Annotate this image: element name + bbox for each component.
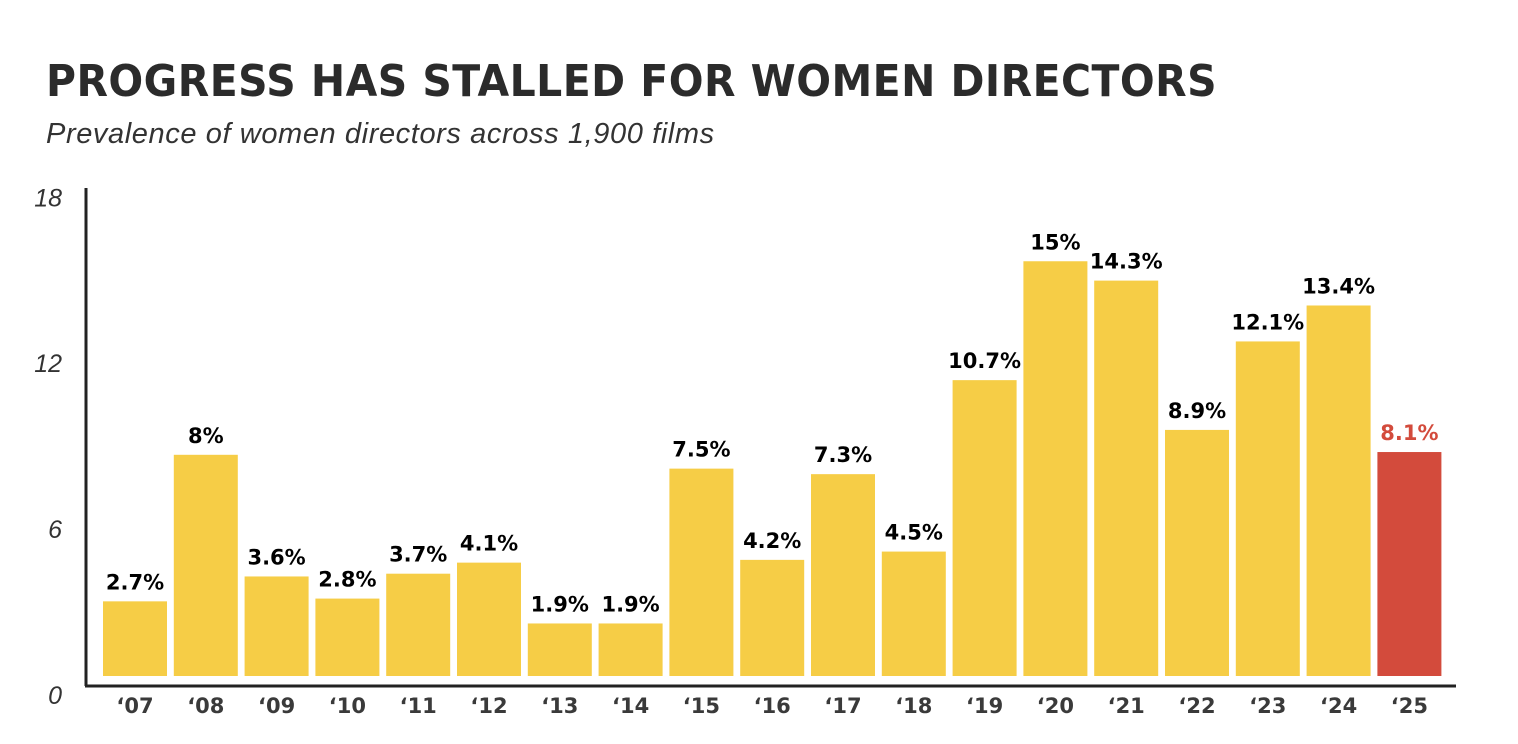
x-tick-label: ‘10: [329, 694, 366, 718]
data-label: 8%: [188, 424, 224, 448]
bar: [952, 380, 1017, 676]
x-tick-label: ‘15: [683, 694, 720, 718]
x-tick-label: ‘24: [1320, 694, 1357, 718]
data-label: 1.9%: [531, 592, 589, 616]
bar: [598, 623, 663, 676]
data-label: 12.1%: [1231, 310, 1304, 334]
x-tick-label: ‘09: [258, 694, 295, 718]
data-label: 3.6%: [247, 545, 305, 569]
bar: [1377, 452, 1442, 676]
data-label: 8.9%: [1168, 399, 1226, 423]
data-label: 7.5%: [672, 438, 730, 462]
x-tick-label: ‘08: [187, 694, 224, 718]
y-tick-label: 12: [34, 350, 62, 378]
bar: [173, 454, 238, 676]
bar: [457, 562, 521, 676]
x-tick-label: ‘21: [1108, 694, 1145, 718]
data-label: 7.3%: [814, 443, 872, 467]
bar: [669, 468, 734, 676]
data-label: 2.8%: [318, 568, 376, 592]
data-label: 13.4%: [1302, 274, 1375, 298]
data-label: 15%: [1030, 230, 1080, 254]
bar: [1094, 280, 1159, 676]
data-label: 4.5%: [885, 521, 943, 545]
bar: [881, 551, 946, 676]
data-label: 8.1%: [1380, 421, 1438, 445]
x-tick-label: ‘07: [116, 694, 153, 718]
x-tick-label: ‘20: [1037, 694, 1074, 718]
bar: [1023, 261, 1088, 676]
y-tick-label: 18: [34, 184, 62, 212]
x-tick-label: ‘18: [895, 694, 932, 718]
bar: [1306, 305, 1371, 676]
bar: [386, 573, 451, 676]
bar: [315, 598, 380, 676]
x-tick-label: ‘23: [1249, 694, 1286, 718]
x-tick-label: ‘12: [470, 694, 507, 718]
data-label: 14.3%: [1090, 250, 1163, 274]
data-label: 10.7%: [948, 349, 1021, 373]
bar: [103, 601, 167, 676]
bar: [1235, 341, 1300, 676]
data-label: 1.9%: [601, 592, 659, 616]
x-tick-label: ‘25: [1391, 694, 1428, 718]
bar: [244, 576, 309, 676]
chart-subtitle: Prevalence of women directors across 1,9…: [46, 118, 715, 150]
chart-title: PROGRESS HAS STALLED FOR WOMEN DIRECTORS: [46, 56, 1218, 107]
y-tick-label: 6: [48, 516, 62, 544]
x-tick-label: ‘13: [541, 694, 578, 718]
x-tick-label: ‘22: [1178, 694, 1215, 718]
data-label: 4.2%: [743, 529, 801, 553]
bar: [1165, 429, 1229, 676]
data-label: 4.1%: [460, 532, 518, 556]
bar: [527, 623, 592, 676]
y-tick-label: 0: [48, 682, 62, 710]
x-tick-label: ‘11: [400, 694, 437, 718]
x-tick-label: ‘14: [612, 694, 649, 718]
x-tick-label: ‘16: [754, 694, 791, 718]
bar: [740, 559, 805, 676]
bar: [811, 474, 875, 676]
data-label: 2.7%: [106, 570, 164, 594]
x-tick-label: ‘19: [966, 694, 1003, 718]
data-label: 3.7%: [389, 543, 447, 567]
x-tick-label: ‘17: [824, 694, 861, 718]
